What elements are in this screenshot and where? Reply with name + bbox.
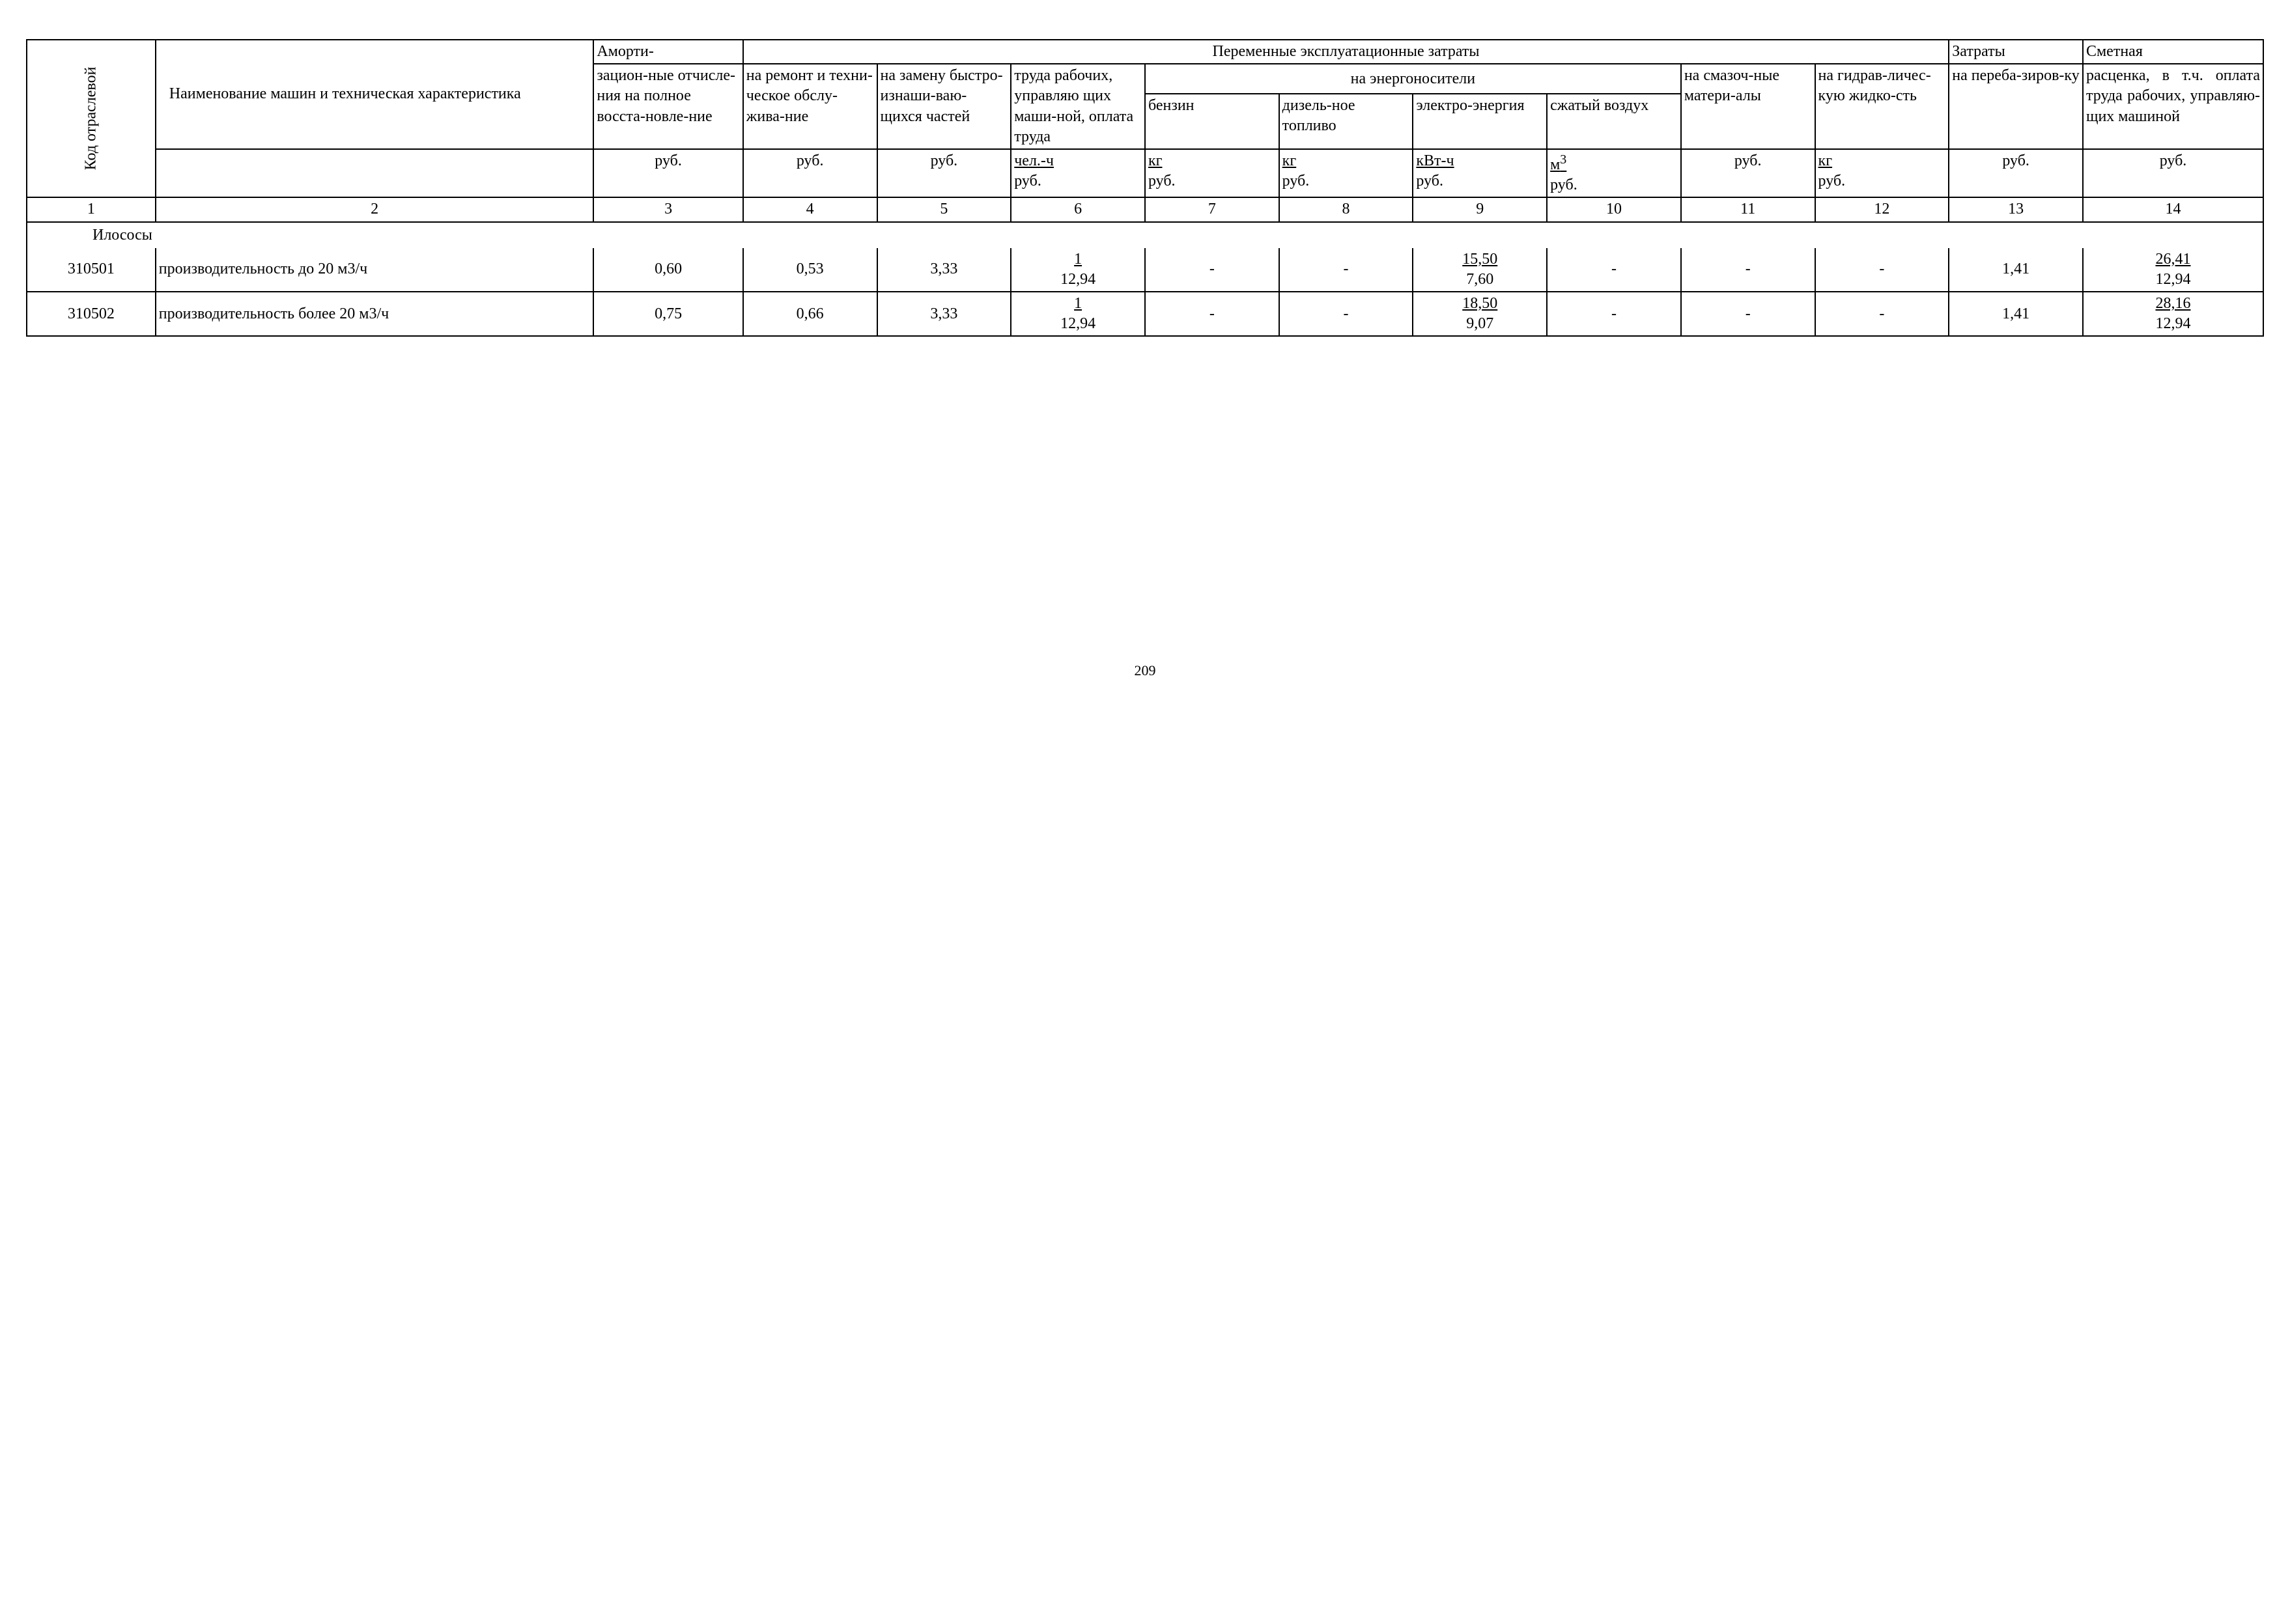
header-repair: на ремонт и техни-ческое обслу-жива-ние <box>743 64 877 149</box>
header-labor: труда рабочих, управляю щих маши-ной, оп… <box>1011 64 1145 149</box>
unit-c4: руб. <box>743 149 877 197</box>
main-table: Код отраслевой Наименование машин и техн… <box>26 39 2264 337</box>
unit-c6: чел.-ч руб. <box>1011 149 1145 197</box>
table-row: 310502 производительность более 20 м3/ч … <box>27 292 2263 336</box>
header-variable-costs: Переменные эксплуатационные затраты <box>743 40 1949 64</box>
header-replace: на замену быстро-изнаши-ваю-щихся частей <box>877 64 1011 149</box>
header-energy: на энергоносители <box>1145 64 1681 94</box>
unit-c10: м3 руб. <box>1547 149 1681 197</box>
header-lubricant: на смазоч-ные матери-алы <box>1681 64 1815 149</box>
header-hydraulic: на гидрав-личес-кую жидко-сть <box>1815 64 1949 149</box>
unit-c13: руб. <box>1949 149 2083 197</box>
header-rate-top: Сметная <box>2083 40 2263 64</box>
header-amort-top: Аморти- <box>593 40 742 64</box>
unit-c8: кг руб. <box>1279 149 1413 197</box>
column-number-row: 1 2 3 4 5 6 7 8 9 10 11 12 13 14 <box>27 197 2263 221</box>
page-number: 209 <box>26 662 2264 679</box>
category-row: Илососы <box>27 222 2263 248</box>
unit-c14: руб. <box>2083 149 2263 197</box>
header-amort: зацион-ные отчисле-ния на полное восста-… <box>593 64 742 149</box>
unit-c12: кг руб. <box>1815 149 1949 197</box>
header-code: Код отраслевой <box>27 40 156 197</box>
unit-c11: руб. <box>1681 149 1815 197</box>
table-row: 310501 производительность до 20 м3/ч 0,6… <box>27 248 2263 292</box>
header-electro: электро-энергия <box>1413 94 1547 149</box>
header-air: сжатый воздух <box>1547 94 1681 149</box>
header-diesel: дизель-ное топливо <box>1279 94 1413 149</box>
unit-c7: кг руб. <box>1145 149 1279 197</box>
header-costs-top: Затраты <box>1949 40 2083 64</box>
header-petrol: бензин <box>1145 94 1279 149</box>
unit-c9: кВт-ч руб. <box>1413 149 1547 197</box>
header-rate: расценка, в т.ч. оплата труда рабочих, у… <box>2083 64 2263 149</box>
unit-c5: руб. <box>877 149 1011 197</box>
header-name: Наименование машин и техническая характе… <box>156 40 594 149</box>
header-rebasing: на переба-зиров-ку <box>1949 64 2083 149</box>
unit-c3: руб. <box>593 149 742 197</box>
